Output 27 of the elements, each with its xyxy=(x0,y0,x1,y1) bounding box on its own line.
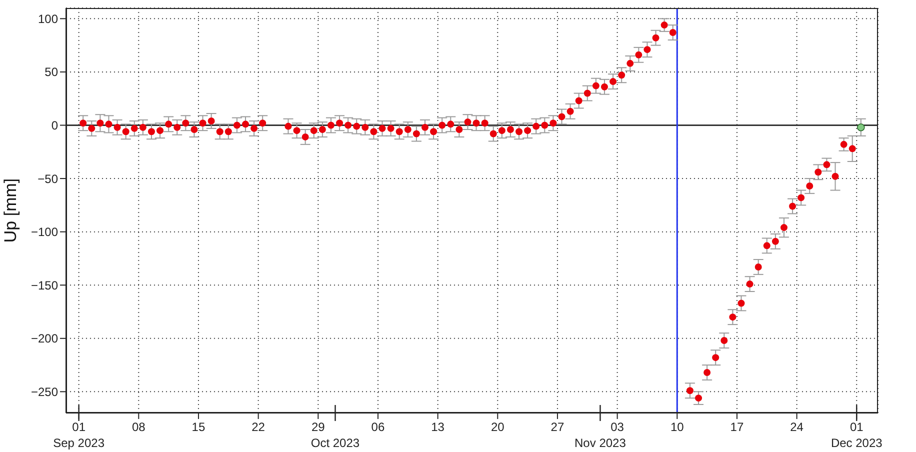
x-tick-label: 20 xyxy=(490,420,505,434)
y-tick-label: −200 xyxy=(30,332,58,346)
y-tick-label: 0 xyxy=(51,118,58,132)
x-tick-label: 22 xyxy=(252,420,266,434)
x-tick-label: 15 xyxy=(192,420,206,434)
x-tick-label: 01 xyxy=(72,420,86,434)
x-tick-label: 17 xyxy=(730,420,744,434)
x-tick-label: 24 xyxy=(790,420,804,434)
x2-tick-label: Oct 2023 xyxy=(310,436,360,450)
x2-tick-label: Sep 2023 xyxy=(53,436,105,450)
x-tick-label: 01 xyxy=(850,420,864,434)
x-tick-label: 27 xyxy=(550,420,564,434)
y-axis-title: Up [mm] xyxy=(1,178,20,243)
x-tick-label: 08 xyxy=(132,420,146,434)
x2-tick-label: Nov 2023 xyxy=(574,436,626,450)
x-tick-label: 10 xyxy=(670,420,684,434)
y-tick-label: −150 xyxy=(30,278,58,292)
x-tick-label: 29 xyxy=(311,420,326,434)
y-tick-label: −50 xyxy=(38,172,58,186)
x-tick-label: 13 xyxy=(431,420,445,434)
y-tick-label: 50 xyxy=(44,65,58,80)
x-tick-label: 03 xyxy=(610,420,624,434)
y-tick-label: 100 xyxy=(38,12,58,26)
x-tick-label: 06 xyxy=(371,420,385,434)
y-tick-label: −250 xyxy=(30,384,58,399)
y-tick-label: −100 xyxy=(30,225,58,240)
x2-tick-label: Dec 2023 xyxy=(830,436,883,450)
